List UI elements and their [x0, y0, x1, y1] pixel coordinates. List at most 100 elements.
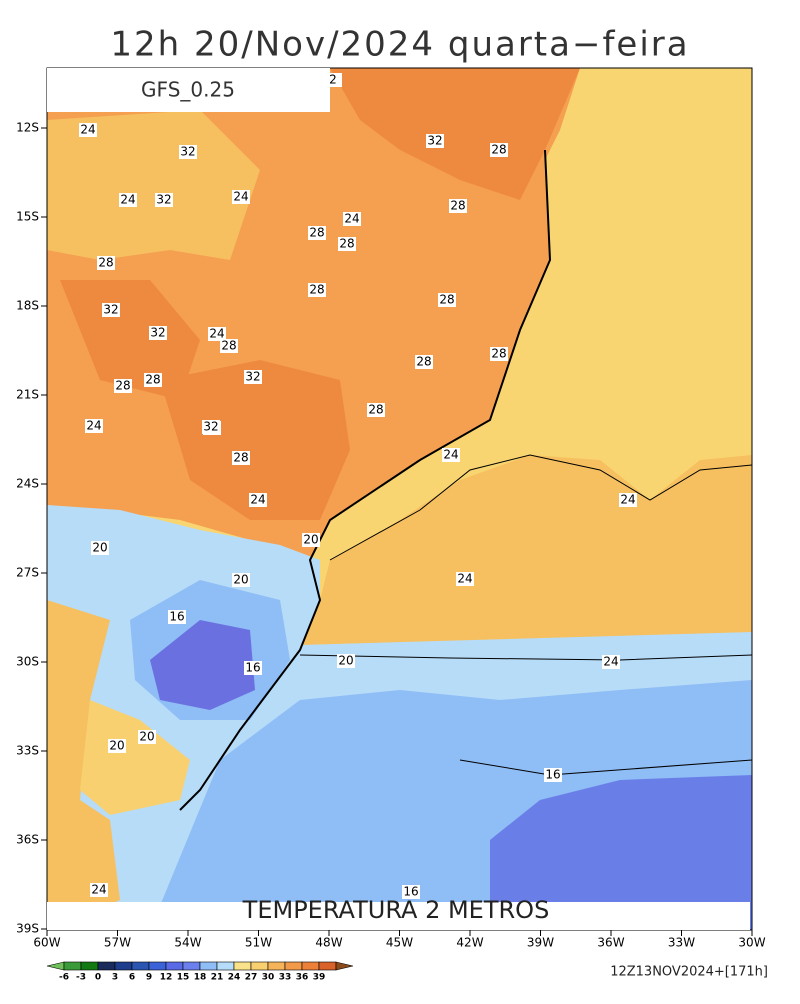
- contour-label-bg: [119, 193, 137, 207]
- contour-label-bg: [244, 661, 262, 675]
- contour-label: 28: [309, 226, 324, 240]
- lat-label: 24S: [16, 477, 39, 491]
- contour-label: 16: [245, 661, 260, 675]
- contour-label: 24: [344, 212, 359, 226]
- contour-label: 24: [86, 419, 101, 433]
- contour-label: 28: [491, 347, 506, 361]
- contour-label: 20: [233, 573, 248, 587]
- colorbar-box: [267, 961, 286, 971]
- contour-label: 32: [103, 303, 118, 317]
- colorbar-box: [131, 961, 150, 971]
- contour-label: 20: [303, 533, 318, 547]
- contour-label-bg: [324, 73, 342, 87]
- contour-label-bg: [202, 420, 220, 434]
- contour-label: 24: [457, 572, 472, 586]
- contour-label: 32: [180, 145, 195, 159]
- lon-label: 39W: [527, 936, 554, 950]
- contour-label: 24: [620, 493, 635, 507]
- colorbar-box: [199, 961, 218, 971]
- lat-label: 36S: [16, 833, 39, 847]
- contour-label-bg: [602, 655, 620, 669]
- lon-label: 33W: [668, 936, 695, 950]
- contour-label-bg: [79, 123, 97, 137]
- colorbar-box: [318, 961, 337, 971]
- contour-label-bg: [449, 199, 467, 213]
- contour-label-bg: [179, 145, 197, 159]
- lon-label: 60W: [33, 936, 60, 950]
- model-label: GFS_0.25: [141, 78, 235, 102]
- contour-label: 28: [339, 237, 354, 251]
- contour-label: 24: [233, 190, 248, 204]
- contour-label-bg: [442, 448, 460, 462]
- lat-label: 21S: [16, 388, 39, 402]
- contour-label: 32: [203, 420, 218, 434]
- contour-label-bg: [85, 419, 103, 433]
- colorbar-label: 3: [112, 973, 118, 983]
- colorbar-label: 21: [211, 973, 224, 983]
- contour-label: 28: [221, 339, 236, 353]
- contour-label-bg: [337, 654, 355, 668]
- colorbar-box: [250, 961, 269, 971]
- colorbar-label: 9: [146, 973, 152, 983]
- contour-label-bg: [490, 347, 508, 361]
- contour-label: 28: [98, 256, 113, 270]
- colorbar-box: [165, 961, 184, 971]
- contour-label: 16: [403, 885, 418, 899]
- contour-label-bg: [91, 541, 109, 555]
- contour-label-bg: [308, 283, 326, 297]
- colorbar-label: 30: [262, 973, 275, 983]
- colorbar-box: [216, 961, 235, 971]
- colorbar-label: 39: [313, 973, 326, 983]
- contour-label-bg: [544, 768, 562, 782]
- colorbar-box: [182, 961, 201, 971]
- footer: 12Z13NOV2024+[171h]: [610, 965, 768, 980]
- lat-label: 15S: [16, 210, 39, 224]
- contour-label-bg: [619, 493, 637, 507]
- contour-label: 20: [139, 730, 154, 744]
- contour-label: 28: [450, 199, 465, 213]
- lon-label: 57W: [104, 936, 131, 950]
- contour-label: 24: [91, 883, 106, 897]
- contour-label: 28: [145, 373, 160, 387]
- colorbar-label: 18: [194, 973, 207, 983]
- lat-label: 12S: [16, 121, 39, 135]
- contour-label-bg: [343, 212, 361, 226]
- contour-label-bg: [155, 193, 173, 207]
- colorbar-label: 24: [228, 973, 241, 983]
- contour-label-bg: [168, 610, 186, 624]
- contour-label-bg: [144, 373, 162, 387]
- colorbar-label: 27: [245, 973, 258, 983]
- contour-label: 32: [245, 370, 260, 384]
- lat-label: 33S: [16, 744, 39, 758]
- contour-label: 28: [491, 143, 506, 157]
- lon-label: 42W: [456, 936, 483, 950]
- contour-label: 24: [443, 448, 458, 462]
- contour-label-bg: [490, 143, 508, 157]
- contour-label: 28: [309, 283, 324, 297]
- contour-label-bg: [108, 739, 126, 753]
- contour-label-bg: [232, 451, 250, 465]
- colorbar-label: -6: [59, 973, 69, 983]
- contour-label-bg: [302, 533, 320, 547]
- contour-label: 28: [416, 355, 431, 369]
- colorbar-box: [114, 961, 133, 971]
- lat-label: 30S: [16, 655, 39, 669]
- contour-label-bg: [90, 883, 108, 897]
- contour-label-bg: [415, 355, 433, 369]
- colorbar-label: 6: [129, 973, 135, 983]
- contour-label-bg: [220, 339, 238, 353]
- colorbar-extend: [335, 961, 354, 971]
- contour-label: 28: [368, 403, 383, 417]
- lon-label: 51W: [245, 936, 272, 950]
- contour-label-bg: [338, 237, 356, 251]
- contour-label-bg: [402, 885, 420, 899]
- contour-label-bg: [149, 326, 167, 340]
- colorbar-extend: [46, 961, 65, 971]
- subtitle: TEMPERATURA 2 METROS: [242, 896, 550, 924]
- contour-label-bg: [438, 293, 456, 307]
- colorbar-label: 0: [95, 973, 101, 983]
- contour-label: 16: [545, 768, 560, 782]
- colorbar-box: [284, 961, 303, 971]
- lat-label: 39S: [16, 922, 39, 936]
- lon-label: 48W: [315, 936, 342, 950]
